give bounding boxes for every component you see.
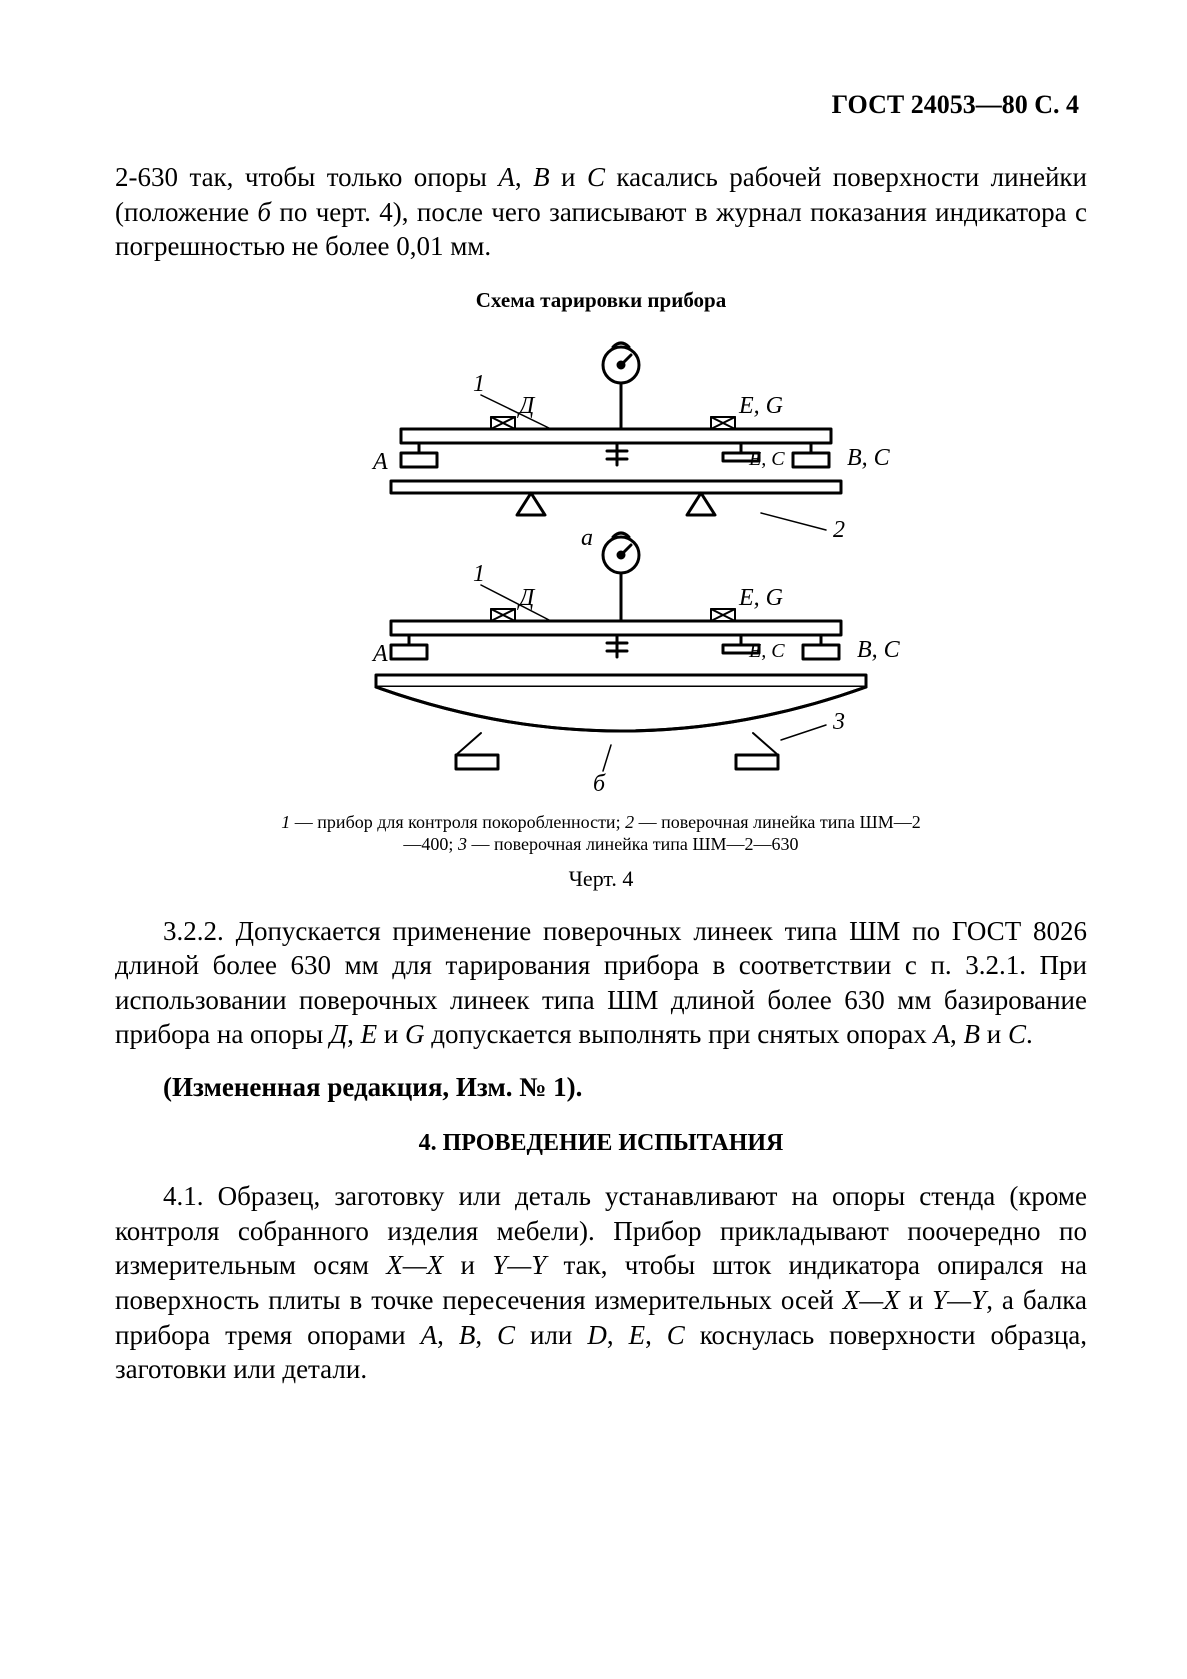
diagram-label-2: 2 <box>833 517 845 543</box>
para-4-1: 4.1. Образец, заготовку или деталь устан… <box>115 1179 1087 1386</box>
figure-title: Схема тарировки прибора <box>115 288 1087 313</box>
figure-caption: 1 — прибор для контроля покоробленности;… <box>281 811 921 856</box>
diagram-label-3: 3 <box>832 709 845 735</box>
diagram-label-D-bot: Д <box>517 585 536 611</box>
diagram-label-1a: 1 <box>473 371 485 397</box>
para-3-2-2: 3.2.2. Допускается применение поверочных… <box>115 914 1087 1052</box>
diagram-label-EC-top: E, C <box>748 448 785 470</box>
diagram-label-b: б <box>593 771 606 797</box>
diagram-label-EG-top: E, G <box>738 393 783 419</box>
page: ГОСТ 24053—80 С. 4 2-630 так, чтобы толь… <box>0 0 1187 1679</box>
section-4-heading: 4. ПРОВЕДЕНИЕ ИСПЫТАНИЯ <box>115 1130 1087 1157</box>
diagram-label-a: а <box>581 525 593 551</box>
para-amendment: (Измененная редакция, Изм. № 1). <box>115 1070 1087 1105</box>
figure-number: Черт. 4 <box>115 866 1087 892</box>
calibration-diagram-svg: 1 1 2 3 A A Д Д E, G E, G E, C E, C B, C… <box>281 325 921 805</box>
diagram-label-BC-bot: B, C <box>857 637 901 663</box>
intro-paragraph: 2-630 так, чтобы только опоры A, B и C к… <box>115 160 1087 264</box>
diagram-label-EG-bot: E, G <box>738 585 783 611</box>
diagram-label-BC-top: B, C <box>847 445 891 471</box>
diagram-label-A-top: A <box>371 449 388 475</box>
diagram-label-A-bot: A <box>371 641 388 667</box>
diagram-label-EC-bot: E, C <box>748 640 785 662</box>
diagram-label-D-top: Д <box>517 393 536 419</box>
figure-diagram: 1 1 2 3 A A Д Д E, G E, G E, C E, C B, C… <box>115 325 1087 805</box>
diagram-label-1b: 1 <box>473 561 485 587</box>
page-header: ГОСТ 24053—80 С. 4 <box>115 90 1087 120</box>
